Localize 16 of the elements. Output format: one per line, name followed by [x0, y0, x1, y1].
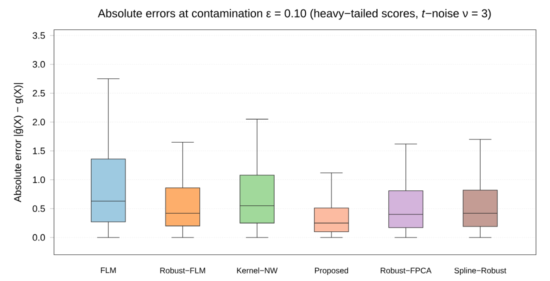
- x-tick-label: Spline−Robust: [454, 267, 506, 275]
- x-tick-label: Kernel−NW: [237, 267, 278, 274]
- y-axis-title: Absolute error |ĝ(X) − g(X)|: [14, 83, 24, 202]
- x-tick-label: Robust−FLM: [160, 267, 206, 274]
- y-tick-label: 2.0: [32, 118, 45, 126]
- y-tick-label: 0.0: [32, 234, 45, 241]
- y-tick-label: 3.5: [32, 32, 45, 39]
- x-tick-label: FLM: [100, 268, 116, 273]
- y-tick-label: 3.0: [32, 61, 45, 68]
- y-tick-label: 2.5: [32, 90, 45, 96]
- x-tick-label: Robust−FPCA: [380, 267, 432, 274]
- y-tick-label: 1.0: [33, 176, 45, 184]
- y-tick-label: 1.5: [33, 148, 45, 154]
- x-tick-label: Proposed: [314, 267, 348, 275]
- y-tick-label: 0.5: [32, 205, 45, 212]
- chart-title: Absolute errors at contamination ε = 0.10 (heavy−tailed scores, t−noise ν = 3): [98, 8, 491, 20]
